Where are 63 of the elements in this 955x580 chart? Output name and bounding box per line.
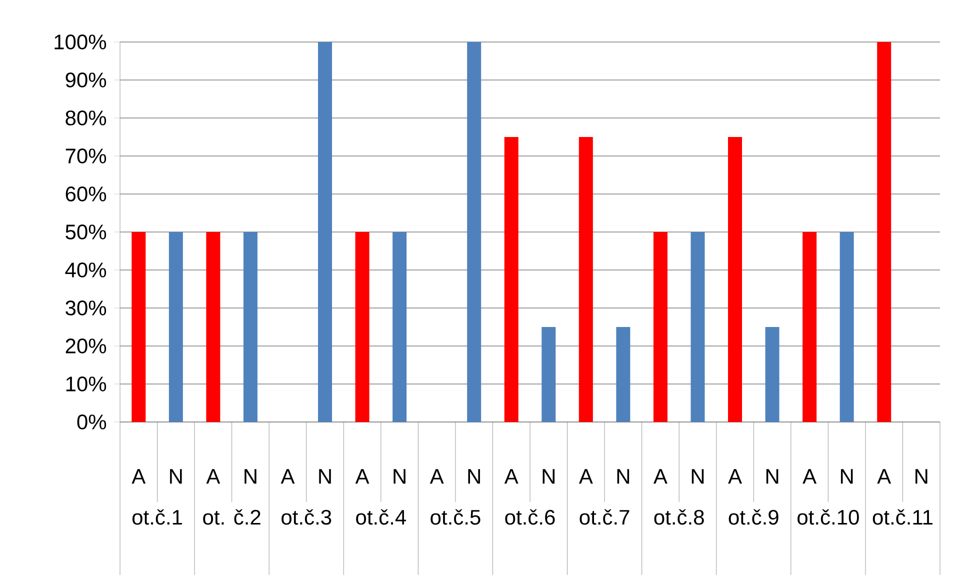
y-tick-label: 60% (66, 186, 106, 202)
bar (206, 232, 220, 422)
x-tick-label: N (244, 469, 256, 484)
x-tick-label: N (542, 469, 555, 484)
text: ot.č.3 (282, 509, 332, 525)
x-tick-label: A (355, 469, 370, 484)
y-tick-label: 70% (66, 148, 106, 164)
text: ot.č.6 (505, 509, 555, 525)
x-tick-label: A (802, 469, 817, 484)
y-tick-label: 20% (66, 338, 106, 354)
text: ot.č.7 (580, 509, 630, 525)
text: ot.č.5 (430, 509, 480, 525)
bar (318, 42, 332, 422)
y-tick-label: 30% (66, 300, 106, 316)
x-tick-label: A (280, 469, 295, 484)
bar (802, 232, 817, 422)
x-tick-label: A (504, 469, 518, 484)
bar (690, 232, 705, 422)
text: ot.č.8 (654, 509, 704, 525)
y-tick-label: 80% (66, 110, 106, 126)
x-tick-label: N (766, 469, 778, 484)
bar (168, 232, 183, 422)
x-tick-label: A (430, 469, 444, 484)
bar (243, 232, 258, 422)
x-tick-label: A (132, 469, 146, 484)
x-tick-label: N (692, 469, 704, 484)
x-tick-label: N (468, 469, 480, 484)
bar (877, 42, 892, 422)
bar (504, 136, 518, 422)
text: ot. č.2 (203, 509, 260, 525)
bar (765, 326, 780, 422)
text: ot.č.1 (132, 509, 182, 525)
x-tick-label: N (394, 469, 406, 484)
x-tick-label: N (170, 469, 182, 484)
y-tick-label: 10% (66, 376, 106, 392)
bar (467, 42, 482, 422)
x-tick-label: N (840, 469, 853, 484)
y-tick-label: 50% (66, 224, 106, 240)
x-tick-label: N (617, 469, 630, 484)
bar (132, 232, 146, 422)
y-tick-label: 0% (77, 414, 106, 430)
bar (542, 326, 556, 422)
text: ot.č.4 (356, 509, 406, 525)
text: ot.č.11 (872, 509, 932, 525)
y-tick-label: 90% (66, 72, 106, 88)
x-tick-label: A (206, 469, 220, 484)
x-tick-label: N (319, 469, 331, 484)
bar (840, 232, 854, 422)
bar (392, 232, 407, 422)
x-tick-label: N (916, 469, 928, 484)
bar (578, 136, 593, 422)
text: ot.č.9 (728, 509, 778, 525)
y-tick-label: 40% (65, 262, 106, 278)
bar (616, 326, 630, 422)
x-tick-label: A (578, 469, 593, 484)
x-tick-label: A (728, 469, 742, 484)
bar (653, 232, 668, 422)
bar (355, 232, 370, 422)
y-tick-label: 100% (54, 34, 106, 50)
text: ot.č.10 (798, 509, 859, 525)
x-tick-label: A (877, 469, 892, 484)
x-tick-label: A (654, 469, 668, 484)
bar (728, 136, 742, 422)
